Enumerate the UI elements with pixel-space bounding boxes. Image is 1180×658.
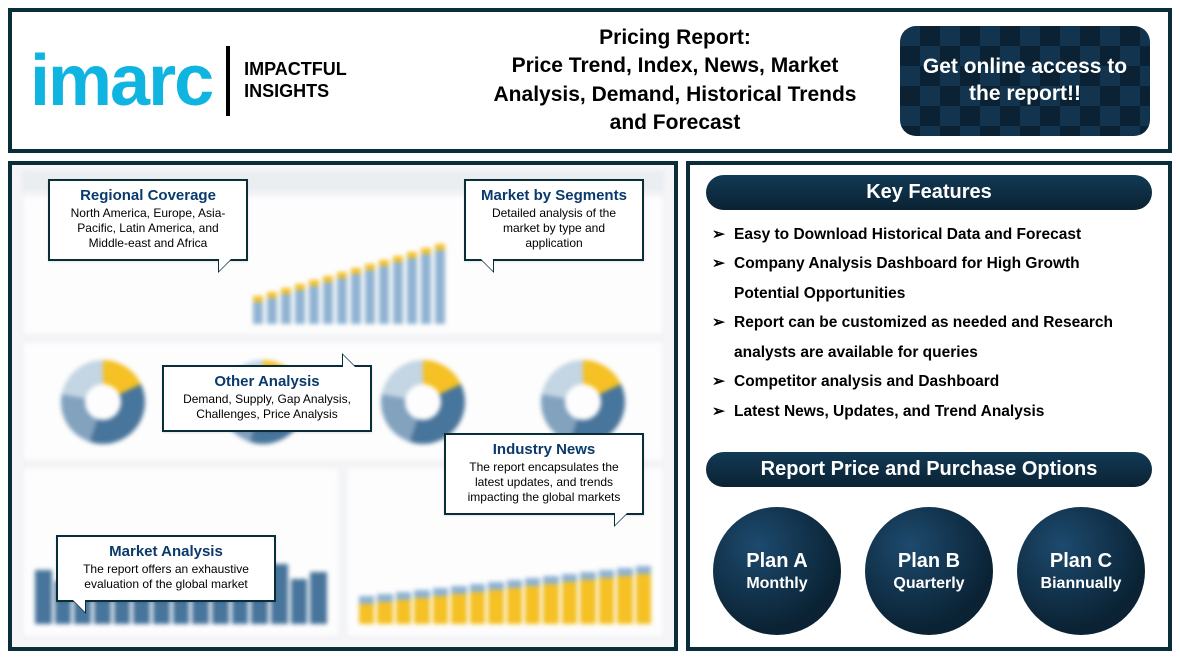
header: imarc IMPACTFUL INSIGHTS Pricing Report:… bbox=[8, 8, 1172, 153]
callout-news: Industry News The report encapsulates th… bbox=[444, 433, 644, 515]
pricing-heading: Report Price and Purchase Options bbox=[706, 452, 1152, 487]
callout-segments: Market by Segments Detailed analysis of … bbox=[464, 179, 644, 261]
dashboard-preview: Regional Coverage North America, Europe,… bbox=[8, 161, 678, 651]
feature-item: Latest News, Updates, and Trend Analysis bbox=[712, 397, 1146, 426]
logo-tagline: IMPACTFUL INSIGHTS bbox=[244, 59, 347, 102]
sidebar: Key Features Easy to Download Historical… bbox=[686, 161, 1172, 651]
plan-option[interactable]: Plan AMonthly bbox=[713, 507, 841, 635]
callout-regional: Regional Coverage North America, Europe,… bbox=[48, 179, 248, 261]
callout-market: Market Analysis The report offers an exh… bbox=[56, 535, 276, 602]
plan-option[interactable]: Plan BQuarterly bbox=[865, 507, 993, 635]
pricing-plans: Plan AMonthlyPlan BQuarterlyPlan CBiannu… bbox=[706, 507, 1152, 635]
callout-other: Other Analysis Demand, Supply, Gap Analy… bbox=[162, 365, 372, 432]
logo-text: imarc bbox=[30, 45, 212, 117]
feature-item: Report can be customized as needed and R… bbox=[712, 308, 1146, 367]
content-area: Regional Coverage North America, Europe,… bbox=[8, 161, 1172, 651]
cta-button[interactable]: Get online access to the report!! bbox=[900, 26, 1150, 136]
logo-divider bbox=[226, 46, 230, 116]
feature-item: Company Analysis Dashboard for High Grow… bbox=[712, 249, 1146, 308]
feature-item: Competitor analysis and Dashboard bbox=[712, 367, 1146, 396]
brand-logo: imarc IMPACTFUL INSIGHTS bbox=[30, 45, 450, 117]
plan-option[interactable]: Plan CBiannually bbox=[1017, 507, 1145, 635]
key-features-list: Easy to Download Historical Data and For… bbox=[706, 220, 1152, 452]
page-title: Pricing Report: Price Trend, Index, News… bbox=[470, 24, 880, 137]
key-features-heading: Key Features bbox=[706, 175, 1152, 210]
feature-item: Easy to Download Historical Data and For… bbox=[712, 220, 1146, 249]
